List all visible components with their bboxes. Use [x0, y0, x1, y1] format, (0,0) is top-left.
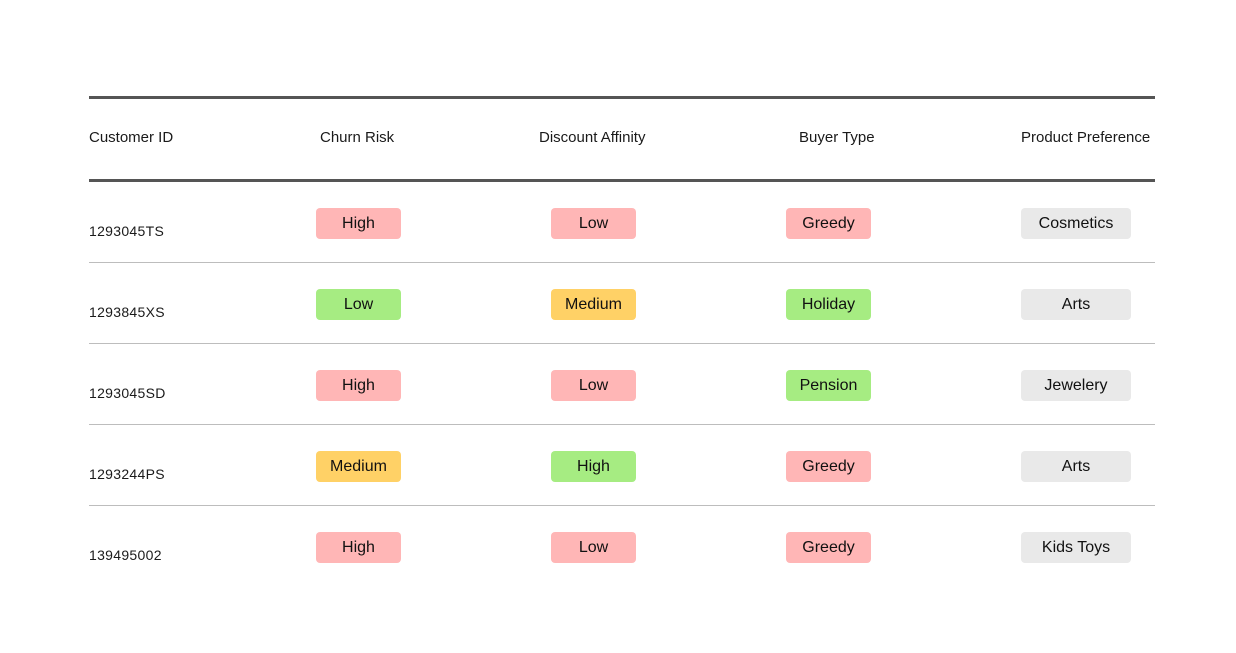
product-preference-badge: Kids Toys [1021, 532, 1131, 563]
churn-risk-badge: High [316, 208, 401, 239]
customer-id-cell: 139495002 [89, 547, 162, 563]
table-row: 1293244PS Medium High Greedy Arts [89, 425, 1155, 506]
table-row: 1293045TS High Low Greedy Cosmetics [89, 182, 1155, 263]
buyer-type-badge: Pension [786, 370, 871, 401]
buyer-type-badge: Holiday [786, 289, 871, 320]
churn-risk-badge: High [316, 370, 401, 401]
table-row: 139495002 High Low Greedy Kids Toys [89, 506, 1155, 586]
product-preference-badge: Jewelery [1021, 370, 1131, 401]
churn-risk-badge: High [316, 532, 401, 563]
table-top-rule [89, 96, 1155, 99]
header-product-preference: Product Preference [1021, 129, 1151, 146]
buyer-type-badge: Greedy [786, 532, 871, 563]
product-preference-badge: Cosmetics [1021, 208, 1131, 239]
header-churn-risk: Churn Risk [320, 129, 395, 146]
buyer-type-badge: Greedy [786, 451, 871, 482]
customer-id-cell: 1293244PS [89, 466, 165, 482]
header-discount-affinity: Discount Affinity [539, 129, 646, 146]
customer-id-cell: 1293045TS [89, 223, 165, 239]
customer-id-cell: 1293045SD [89, 385, 166, 401]
header-buyer-type: Buyer Type [799, 129, 875, 146]
churn-risk-badge: Medium [316, 451, 401, 482]
customer-table: Customer ID Churn Risk Discount Affinity… [89, 96, 1155, 586]
product-preference-badge: Arts [1021, 451, 1131, 482]
table-row: 1293845XS Low Medium Holiday Arts [89, 263, 1155, 344]
discount-affinity-badge: Low [551, 208, 636, 239]
buyer-type-badge: Greedy [786, 208, 871, 239]
discount-affinity-badge: Low [551, 370, 636, 401]
customer-id-cell: 1293845XS [89, 304, 165, 320]
table-header: Customer ID Churn Risk Discount Affinity… [89, 99, 1155, 182]
churn-risk-badge: Low [316, 289, 401, 320]
discount-affinity-badge: High [551, 451, 636, 482]
discount-affinity-badge: Medium [551, 289, 636, 320]
header-customer-id: Customer ID [89, 129, 174, 146]
table-row: 1293045SD High Low Pension Jewelery [89, 344, 1155, 425]
discount-affinity-badge: Low [551, 532, 636, 563]
product-preference-badge: Arts [1021, 289, 1131, 320]
